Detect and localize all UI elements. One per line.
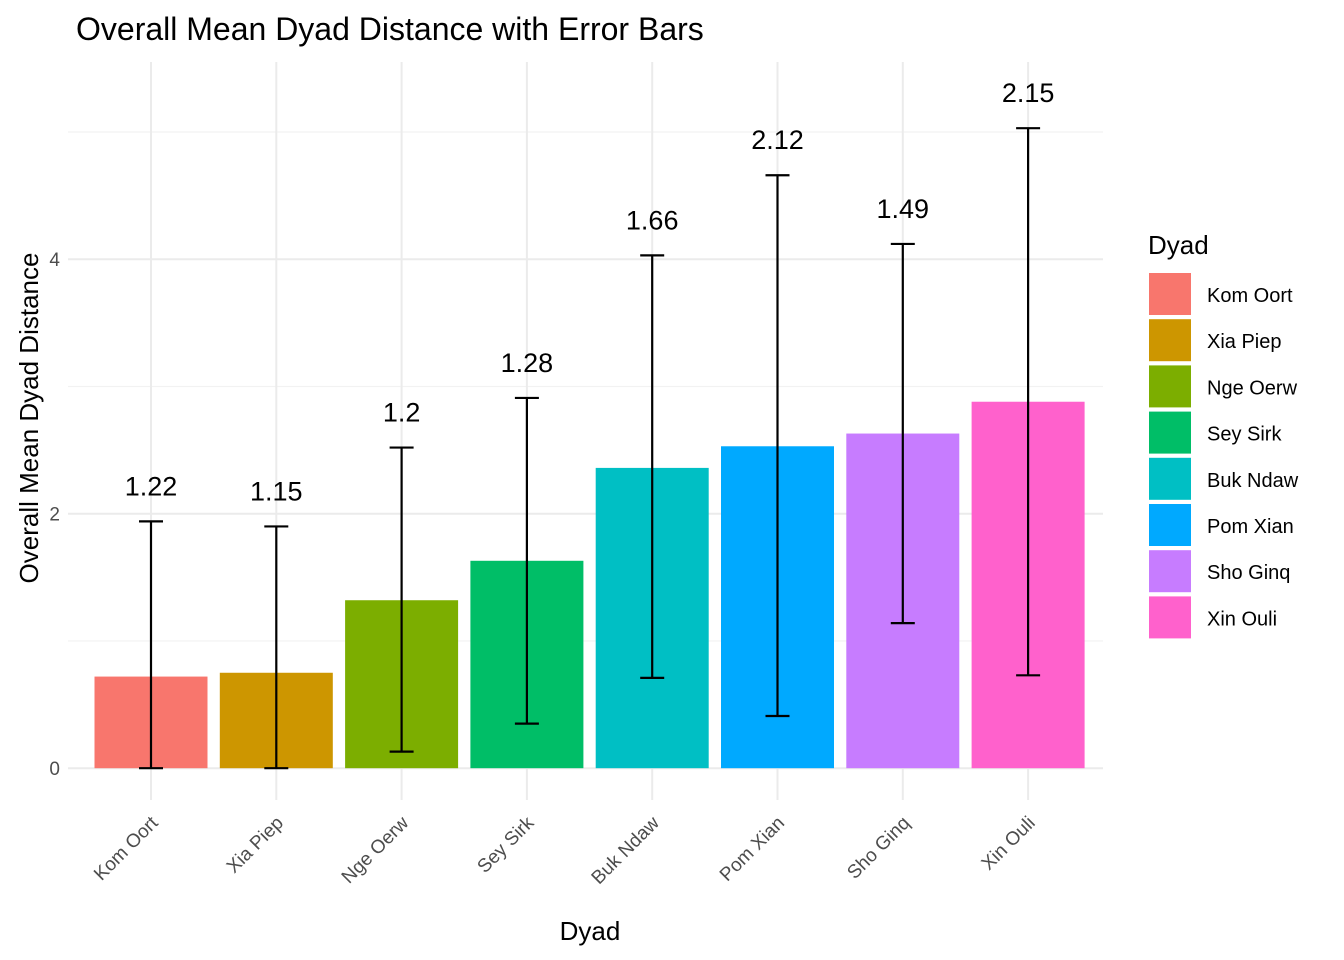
- legend-items: Kom Oort Xia Piep Nge Oerw Sey Sirk Buk Ndaw…: [1149, 273, 1299, 639]
- value-label: 1.2: [383, 398, 421, 428]
- x-axis-title: Dyad: [560, 916, 621, 946]
- legend-key: [1149, 319, 1191, 362]
- legend-key: [1149, 504, 1191, 546]
- value-label: 1.28: [501, 348, 554, 378]
- value-label: 1.49: [877, 194, 930, 224]
- y-tick-label: 0: [49, 759, 60, 780]
- legend-key: [1149, 273, 1191, 315]
- x-tick-label: Buk Ndaw: [588, 812, 664, 888]
- legend-label: Sey Sirk: [1207, 424, 1282, 446]
- legend-key: [1149, 365, 1191, 408]
- legend: Dyad Kom Oort Xia Piep Nge Oerw Sey Sirk Buk…: [1148, 230, 1299, 639]
- value-label: 1.22: [125, 471, 178, 501]
- legend-label: Sho Ginq: [1207, 562, 1290, 584]
- error-bars: [139, 127, 1041, 770]
- legend-title: Dyad: [1148, 230, 1209, 260]
- x-tick-label: Pom Xian: [716, 813, 789, 886]
- x-axis-ticks: Kom Oort Xia Piep Nge Oerw Sey Sirk Buk Ndaw…: [90, 812, 1039, 889]
- chart-title: Overall Mean Dyad Distance with Error Ba…: [76, 11, 704, 47]
- x-tick-label: Kom Oort: [90, 812, 163, 885]
- legend-key: [1149, 457, 1191, 500]
- legend-key: [1149, 550, 1191, 593]
- legend-label: Buk Ndaw: [1207, 470, 1299, 492]
- legend-key: [1149, 411, 1191, 454]
- value-label: 2.15: [1002, 78, 1055, 108]
- legend-label: Xia Piep: [1207, 331, 1282, 353]
- x-tick-label: Sey Sirk: [474, 812, 539, 877]
- x-tick-label: Xin Ouli: [978, 813, 1040, 875]
- value-label: 1.66: [626, 205, 679, 235]
- legend-label: Xin Ouli: [1207, 608, 1277, 630]
- x-tick-label: Sho Ginq: [843, 813, 914, 884]
- y-tick-label: 2: [49, 505, 60, 526]
- y-tick-label: 4: [49, 250, 60, 271]
- legend-label: Pom Xian: [1207, 516, 1294, 538]
- y-axis-title: Overall Mean Dyad Distance: [14, 253, 44, 584]
- legend-label: Kom Oort: [1207, 285, 1293, 307]
- x-tick-label: Xia Piep: [223, 813, 288, 878]
- value-labels: 1.22 1.15 1.2 1.28 1.66 2.12 1.49 2.15: [125, 78, 1055, 506]
- x-tick-label: Nge Oerw: [338, 812, 414, 888]
- legend-label: Nge Oerw: [1207, 377, 1298, 399]
- value-label: 1.15: [250, 476, 303, 506]
- legend-key: [1149, 596, 1191, 639]
- bars: [94, 401, 1085, 769]
- y-axis-ticks: 0 2 4: [49, 250, 60, 780]
- value-label: 2.12: [751, 125, 804, 155]
